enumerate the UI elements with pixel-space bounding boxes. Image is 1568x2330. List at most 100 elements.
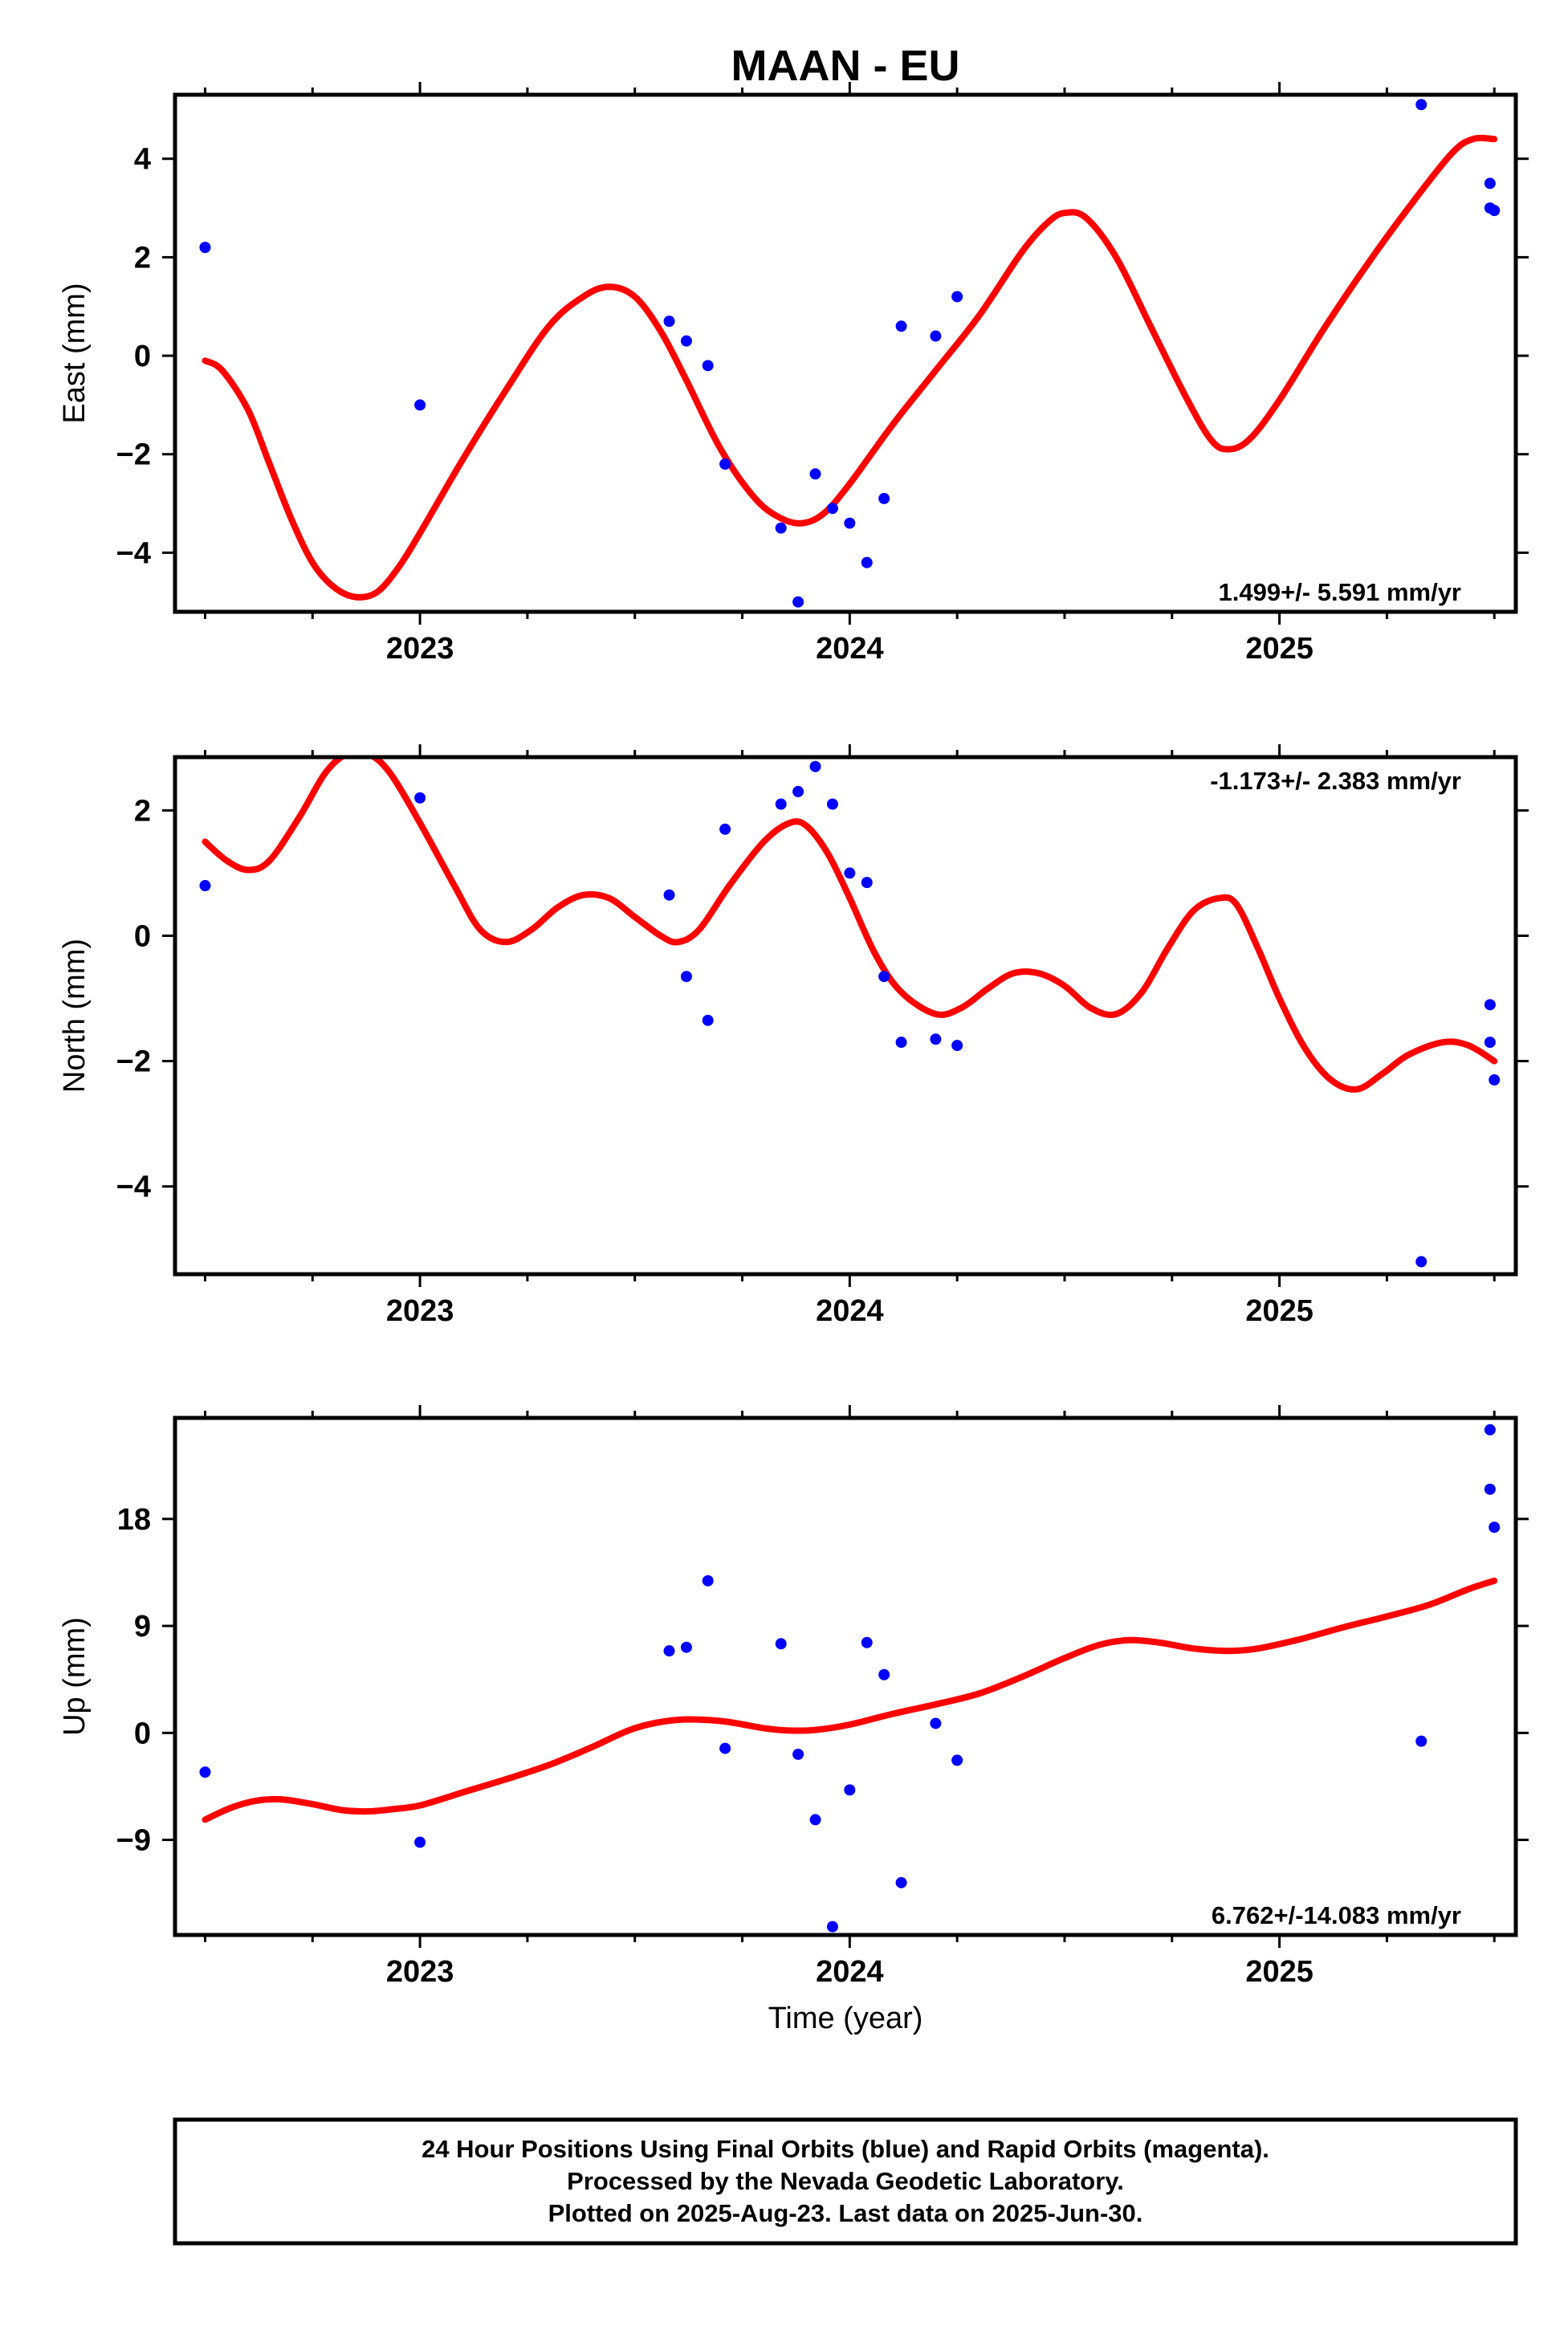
east-data-point <box>680 335 692 347</box>
up-data-point <box>663 1645 675 1657</box>
up-data-point <box>809 1814 821 1826</box>
y-tick-label: −2 <box>116 1045 151 1079</box>
east-y-axis-label: East (mm) <box>58 283 92 423</box>
east-data-point <box>878 492 890 504</box>
x-tick-label: 2024 <box>816 1294 884 1328</box>
up-data-point <box>951 1754 963 1766</box>
east-data-point <box>414 399 426 411</box>
footer-line-2: Processed by the Nevada Geodetic Laborat… <box>567 2167 1124 2195</box>
up-data-point <box>680 1641 692 1653</box>
y-tick-label: −4 <box>116 536 151 570</box>
up-data-point <box>775 1638 787 1650</box>
north-data-point <box>792 785 804 797</box>
east-data-point <box>930 330 942 342</box>
east-data-point <box>792 596 804 608</box>
north-data-point <box>702 1014 714 1026</box>
footer-box <box>173 2117 1518 2246</box>
east-data-point <box>1415 99 1427 111</box>
east-data-point <box>719 458 731 470</box>
y-tick-label: 0 <box>134 919 151 953</box>
up-data-point <box>414 1836 426 1848</box>
east-rate-label: 1.499+/- 5.591 mm/yr <box>1219 578 1461 606</box>
x-tick-label: 2025 <box>1245 1294 1313 1328</box>
up-panel: 2023 2024 2025 −9 0 9 18 6.762+/-14.083 mm/yr Up… <box>58 1405 1529 1989</box>
y-tick-label: 0 <box>134 340 151 373</box>
x-axis-label: Time (year) <box>768 2002 923 2035</box>
footer-line-3: Plotted on 2025-Aug-23. Last data on 202… <box>548 2199 1143 2227</box>
east-data-point <box>861 556 873 568</box>
north-data-point <box>1484 1037 1496 1049</box>
north-plot-frame <box>173 755 1518 1277</box>
y-tick-label: −9 <box>116 1824 151 1858</box>
north-data-point <box>951 1040 963 1052</box>
east-data-point <box>1484 177 1496 189</box>
east-data-point <box>951 291 963 303</box>
x-tick-label: 2023 <box>386 632 454 666</box>
up-data-point <box>1489 1521 1501 1534</box>
up-data-point <box>792 1748 804 1760</box>
east-panel: 2023 2024 2025 −4 −2 0 2 4 1.499+/- 5.591 mm/yr E… <box>58 82 1529 666</box>
y-tick-label: 2 <box>134 794 151 828</box>
up-data-point <box>702 1574 714 1587</box>
footer-line-1: 24 Hour Positions Using Final Orbits (bl… <box>422 2135 1269 2163</box>
east-data-point <box>199 242 211 254</box>
east-data-point <box>844 517 856 529</box>
north-data-point <box>199 880 211 892</box>
east-data-point <box>702 360 714 372</box>
north-data-point <box>844 867 856 879</box>
up-data-point <box>1484 1424 1496 1436</box>
north-data-point <box>775 798 787 810</box>
up-data-point <box>1415 1735 1427 1747</box>
up-plot-frame <box>173 1416 1518 1937</box>
x-tick-label: 2023 <box>386 1955 454 1989</box>
east-data-point <box>809 468 821 480</box>
chart-title: MAAN - EU <box>731 42 960 90</box>
x-tick-label: 2024 <box>816 632 884 666</box>
y-tick-label: 0 <box>134 1717 151 1750</box>
y-tick-label: 4 <box>134 143 151 177</box>
y-tick-label: 2 <box>134 241 151 275</box>
up-data-point <box>895 1876 907 1888</box>
x-tick-label: 2024 <box>816 1955 884 1989</box>
east-data-point <box>775 522 787 534</box>
east-data-point <box>895 320 907 332</box>
y-tick-label: −2 <box>116 438 151 472</box>
north-data-point <box>895 1037 907 1049</box>
north-data-point <box>809 760 821 772</box>
up-rate-label: 6.762+/-14.083 mm/yr <box>1212 1901 1461 1929</box>
up-model-curve <box>202 1577 1498 1823</box>
up-data-point <box>844 1784 856 1796</box>
north-data-point <box>930 1033 942 1045</box>
up-data-point <box>719 1742 731 1754</box>
panels: 2023 2024 2025 −4 −2 0 2 4 1.499+/- 5.591 mm/yr E… <box>58 82 1529 1989</box>
north-model-curve <box>202 757 1498 1093</box>
north-y-axis-label: North (mm) <box>58 939 92 1093</box>
north-data-point <box>663 889 675 901</box>
up-data-point <box>861 1636 873 1648</box>
north-data-point <box>414 792 426 804</box>
north-data-point <box>1489 1074 1501 1086</box>
east-data-point <box>826 503 838 515</box>
east-data-point <box>663 316 675 328</box>
north-data-point <box>878 971 890 983</box>
y-tick-label: 9 <box>134 1610 151 1644</box>
x-tick-label: 2025 <box>1245 632 1313 666</box>
north-panel: 2023 2024 2025 −4 −2 0 2 -1.173+/- 2.383 mm/yr N… <box>58 744 1529 1328</box>
up-data-point <box>930 1717 942 1729</box>
east-model-curve <box>202 134 1498 601</box>
north-data-point <box>826 798 838 810</box>
north-data-point <box>1484 999 1496 1011</box>
up-y-axis-label: Up (mm) <box>58 1617 92 1736</box>
east-plot-frame <box>173 92 1518 614</box>
north-data-point <box>1415 1256 1427 1268</box>
x-tick-label: 2025 <box>1245 1955 1313 1989</box>
north-data-point <box>719 823 731 835</box>
north-data-point <box>861 877 873 889</box>
up-data-point <box>878 1668 890 1680</box>
x-tick-label: 2023 <box>386 1294 454 1328</box>
east-data-point <box>1489 205 1501 217</box>
up-data-point <box>199 1766 211 1778</box>
up-data-point <box>826 1921 838 1933</box>
north-rate-label: -1.173+/- 2.383 mm/yr <box>1210 767 1461 795</box>
